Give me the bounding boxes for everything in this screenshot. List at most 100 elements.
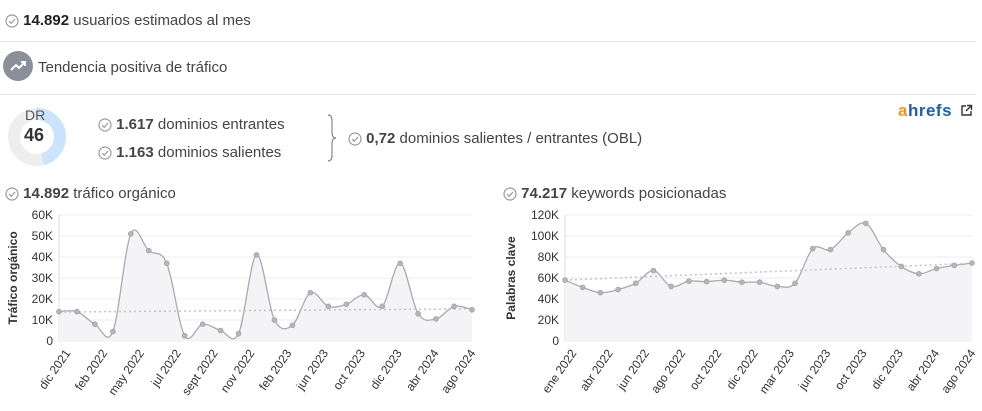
data-point (739, 279, 745, 285)
x-tick-label: feb 2023 (256, 346, 294, 393)
data-point (969, 260, 975, 266)
x-tick-label: abr 2024 (904, 346, 943, 393)
data-point (668, 283, 674, 290)
y-tick-label: 10K (32, 313, 53, 327)
check-circle-icon (98, 118, 112, 132)
data-point (163, 260, 170, 267)
domain-rating-label: DR (25, 107, 46, 123)
trend-line (58, 308, 473, 313)
x-tick-label: dic 2023 (367, 346, 405, 391)
domain-rating-ring (8, 108, 66, 166)
y-axis-label: Tráfico orgánico (6, 231, 20, 324)
x-tick-label: sept 2022 (179, 346, 221, 397)
monthly-users-line: 14.892 usuarios estimados al mes (5, 12, 251, 29)
inbound-domains-stat: 1.617 dominios entrantes (98, 116, 285, 133)
obl-stat: 0,72 dominios salientes / entrantes (OBL… (348, 130, 642, 147)
x-tick-label: dic 2022 (723, 346, 761, 391)
brace-icon (327, 114, 337, 162)
data-point (145, 247, 152, 254)
x-tick-label: may 2022 (105, 346, 147, 397)
y-tick-label: 60K (538, 271, 559, 285)
data-point (579, 284, 586, 291)
data-point (415, 310, 421, 317)
data-point (74, 308, 80, 315)
trending-up-icon (3, 51, 33, 81)
y-tick-label: 0 (46, 334, 53, 348)
x-tick-label: abr 2024 (403, 346, 442, 393)
data-point (809, 245, 816, 252)
data-point (916, 271, 922, 277)
data-point (469, 306, 475, 313)
keywords-label: keywords posicionadas (571, 185, 727, 202)
external-link-icon[interactable] (960, 104, 973, 117)
outbound-domains-label: dominios salientes (157, 144, 282, 161)
check-circle-icon (348, 132, 362, 146)
data-point (792, 280, 798, 287)
x-tick-label: jun 2023 (293, 346, 332, 393)
check-circle-icon (503, 187, 517, 201)
x-tick-label: feb 2022 (72, 346, 110, 393)
data-point (128, 231, 134, 237)
data-point (343, 301, 350, 308)
keywords-title: 74.217 keywords posicionadas (503, 185, 726, 202)
data-point (562, 277, 568, 283)
y-tick-label: 50K (32, 229, 53, 243)
x-tick-label: ago 2024 (438, 346, 478, 395)
x-tick-label: jun 2022 (614, 346, 653, 393)
data-point (615, 286, 621, 293)
x-tick-label: oct 2023 (832, 346, 870, 392)
inbound-domains-value: 1.617 (116, 116, 154, 133)
traffic-trend-row: Tendencia positiva de tráfico (0, 42, 976, 95)
y-tick-label: 40K (538, 292, 559, 306)
domain-rating-value: 46 (24, 125, 45, 145)
y-tick-label: 20K (538, 313, 559, 327)
data-point (110, 328, 116, 335)
y-tick-label: 120K (531, 208, 559, 222)
x-tick-label: oct 2023 (330, 346, 368, 392)
data-point (289, 322, 296, 329)
data-point (92, 321, 98, 327)
data-point (199, 321, 206, 327)
data-point (703, 278, 710, 285)
x-tick-label: ago 2024 (938, 346, 978, 395)
y-tick-label: 20K (32, 292, 53, 306)
check-circle-icon (5, 187, 19, 201)
x-tick-label: ago 2022 (648, 346, 688, 395)
monthly-users-value: 14.892 (23, 12, 70, 29)
data-point (774, 283, 781, 290)
x-tick-label: jul 2022 (148, 346, 184, 390)
organic-traffic-value: 14.892 (23, 185, 70, 202)
check-circle-icon (5, 14, 19, 28)
organic-traffic-title: 14.892 tráfico orgánico (5, 185, 176, 202)
outbound-domains-stat: 1.163 dominios salientes (98, 144, 281, 161)
data-point (56, 308, 62, 315)
x-tick-label: nov 2022 (218, 346, 258, 395)
x-tick-label: abr 2022 (577, 346, 616, 393)
x-tick-label: oct 2022 (687, 346, 725, 392)
x-tick-label: dic 2023 (868, 346, 906, 391)
data-point (379, 303, 386, 310)
data-point (325, 303, 332, 310)
y-tick-label: 30K (32, 271, 53, 285)
inbound-domains-label: dominios entrantes (157, 116, 285, 133)
monthly-users-label: usuarios estimados al mes (73, 12, 251, 29)
x-tick-label: jun 2023 (795, 346, 834, 393)
data-point (933, 265, 940, 272)
data-point (361, 292, 368, 298)
y-tick-label: 0 (552, 334, 559, 348)
area-fill (565, 222, 972, 341)
data-point (307, 289, 314, 296)
data-point (898, 263, 905, 270)
data-point (217, 327, 224, 334)
x-tick-label: mar 2023 (757, 346, 798, 396)
data-point (597, 289, 604, 296)
data-point (951, 262, 958, 269)
data-point (181, 332, 188, 339)
ahrefs-logo-link[interactable]: ahrefs (898, 101, 953, 120)
data-point (235, 330, 242, 337)
data-point (397, 260, 403, 267)
organic-traffic-chart: 0 10K 20K 30K 40K 50K 60K Tráfico orgánico dic 2… (6, 208, 479, 398)
x-tick-label: ene 2022 (539, 346, 579, 395)
data-point (863, 220, 869, 227)
obl-value: 0,72 (366, 130, 396, 147)
